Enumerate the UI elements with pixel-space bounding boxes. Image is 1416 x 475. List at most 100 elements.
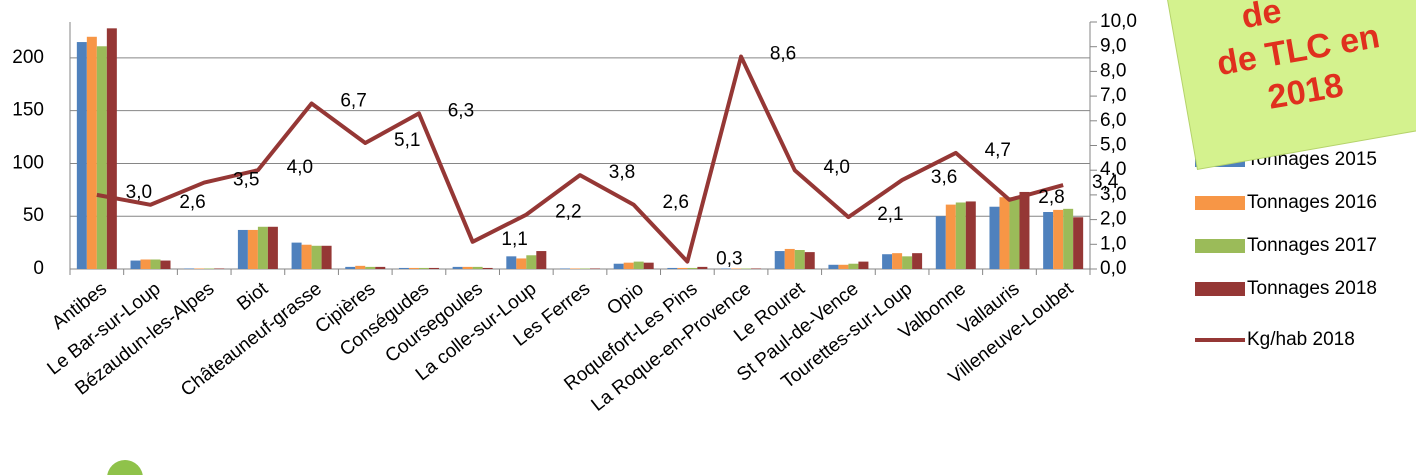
y-tick-label: 50 bbox=[23, 205, 44, 226]
data-label: 3,6 bbox=[931, 167, 957, 188]
bar bbox=[1019, 191, 1030, 269]
data-label: 4,7 bbox=[985, 140, 1011, 161]
bar bbox=[935, 216, 946, 269]
bar bbox=[687, 267, 698, 269]
data-label: 3,0 bbox=[126, 182, 152, 203]
bar bbox=[214, 268, 225, 269]
bar bbox=[838, 264, 849, 269]
bar bbox=[892, 253, 903, 269]
bar bbox=[301, 244, 312, 269]
data-label: 6,3 bbox=[448, 100, 474, 121]
data-label: 3,5 bbox=[233, 170, 259, 191]
bar bbox=[560, 268, 570, 269]
y-tick-label: 100 bbox=[12, 152, 44, 173]
legend-swatch bbox=[1195, 196, 1245, 210]
y2-tick-label: 0,0 bbox=[1100, 258, 1126, 279]
data-label: 4,0 bbox=[287, 157, 313, 178]
data-label: 5,1 bbox=[394, 130, 420, 151]
bar bbox=[160, 260, 171, 269]
bar bbox=[462, 266, 473, 269]
bar bbox=[902, 256, 913, 269]
bar bbox=[184, 268, 195, 269]
data-label: 4,0 bbox=[824, 157, 850, 178]
bar bbox=[912, 253, 923, 269]
bar bbox=[1009, 197, 1020, 269]
bar bbox=[955, 202, 966, 269]
y-tick-label: 0 bbox=[33, 258, 44, 279]
x-tick-label: Biot bbox=[233, 278, 272, 315]
bar bbox=[452, 266, 463, 269]
x-tick-label: Opio bbox=[603, 278, 648, 319]
bar bbox=[375, 266, 386, 269]
bar bbox=[858, 261, 869, 269]
bar bbox=[570, 268, 580, 269]
bar bbox=[613, 263, 624, 269]
bar bbox=[345, 266, 356, 269]
bar bbox=[321, 245, 332, 269]
bar bbox=[96, 46, 107, 270]
bar bbox=[643, 262, 654, 269]
bar bbox=[590, 268, 600, 269]
bar bbox=[150, 259, 161, 269]
bar bbox=[1073, 217, 1084, 269]
note-paper bbox=[1162, 0, 1416, 171]
bar bbox=[741, 268, 752, 269]
data-label: 6,7 bbox=[340, 91, 366, 112]
decoration bbox=[107, 460, 143, 475]
bar bbox=[311, 245, 322, 269]
data-label: 3,8 bbox=[609, 162, 635, 183]
y2-tick-label: 1,0 bbox=[1100, 233, 1126, 254]
legend-label: Tonnages 2016 bbox=[1247, 192, 1377, 213]
y2-tick-label: 8,0 bbox=[1100, 60, 1126, 81]
bar bbox=[536, 251, 547, 269]
y2-tick-label: 5,0 bbox=[1100, 135, 1126, 156]
bar bbox=[1043, 212, 1054, 269]
bar bbox=[882, 254, 893, 269]
bar bbox=[204, 268, 215, 269]
bar bbox=[848, 263, 859, 269]
bar bbox=[580, 268, 590, 269]
bar bbox=[506, 256, 517, 269]
bar bbox=[526, 255, 537, 269]
bar bbox=[633, 261, 644, 269]
bar bbox=[623, 262, 634, 269]
legend-label: Kg/hab 2018 bbox=[1247, 329, 1355, 350]
y2-tick-label: 2,0 bbox=[1100, 209, 1126, 230]
note: de de TLC en 2018 bbox=[1162, 0, 1416, 171]
bar bbox=[247, 229, 258, 269]
bar bbox=[999, 197, 1010, 269]
bar bbox=[721, 268, 732, 269]
data-label: 2,6 bbox=[662, 192, 688, 213]
bar bbox=[965, 201, 976, 269]
bar bbox=[140, 259, 151, 269]
bar bbox=[677, 267, 688, 269]
bar bbox=[667, 267, 678, 269]
bar bbox=[794, 250, 805, 269]
data-label: 1,1 bbox=[501, 229, 527, 250]
data-label: 0,3 bbox=[716, 249, 742, 270]
data-label: 2,6 bbox=[179, 192, 205, 213]
y2-tick-label: 9,0 bbox=[1100, 36, 1126, 57]
bar bbox=[989, 206, 1000, 269]
bar bbox=[804, 252, 815, 269]
y2-tick-label: 6,0 bbox=[1100, 110, 1126, 131]
data-label: 2,2 bbox=[555, 202, 581, 223]
y2-tick-label: 10,0 bbox=[1100, 11, 1137, 32]
data-label: 2,1 bbox=[877, 204, 903, 225]
bar bbox=[130, 260, 141, 269]
y2-tick-label: 4,0 bbox=[1100, 159, 1126, 180]
y-tick-label: 200 bbox=[12, 47, 44, 68]
bar bbox=[1053, 209, 1064, 269]
note-line: de bbox=[1239, 0, 1285, 36]
bar bbox=[194, 268, 205, 269]
bar bbox=[945, 204, 956, 269]
legend-swatch bbox=[1195, 239, 1245, 253]
bar bbox=[408, 267, 419, 269]
bar bbox=[784, 248, 795, 269]
y2-tick-label: 7,0 bbox=[1100, 85, 1126, 106]
bar bbox=[237, 229, 248, 269]
bar bbox=[398, 267, 409, 269]
bar bbox=[106, 28, 117, 270]
bar bbox=[291, 242, 302, 269]
